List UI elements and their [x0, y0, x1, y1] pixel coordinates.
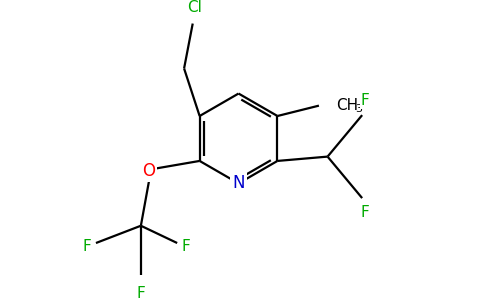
Text: Cl: Cl — [187, 0, 202, 15]
Text: F: F — [83, 239, 91, 254]
Text: CH: CH — [336, 98, 358, 113]
Text: 3: 3 — [355, 104, 362, 114]
Text: F: F — [136, 286, 145, 300]
Text: O: O — [142, 162, 155, 180]
Text: N: N — [232, 174, 245, 192]
Text: F: F — [361, 205, 369, 220]
Text: F: F — [361, 93, 369, 108]
Text: F: F — [182, 239, 190, 254]
